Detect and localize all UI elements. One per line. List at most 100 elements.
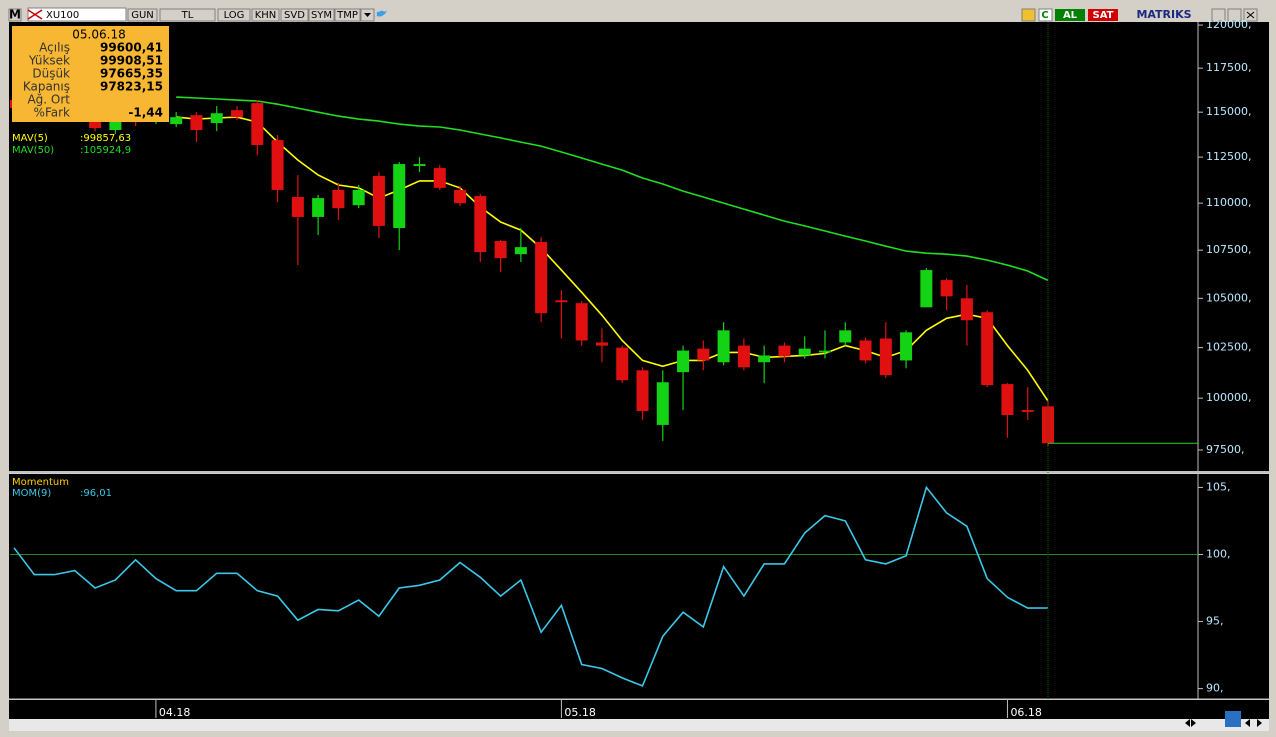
x-tick-label: 06.18: [1010, 706, 1041, 719]
y-tick-label: 110000,: [1206, 196, 1252, 209]
toolbar-button[interactable]: [251, 8, 280, 22]
buy-button[interactable]: [1055, 9, 1085, 21]
candle-body: [575, 303, 588, 341]
y-tick-label: 105000,: [1206, 291, 1252, 304]
y-tick-label: 97500,: [1206, 443, 1245, 456]
candle-body: [900, 332, 913, 361]
legend-name: MOM(9): [12, 488, 51, 499]
candle-body: [879, 338, 892, 376]
legend-value: :105924,9: [80, 145, 131, 156]
toolbar-button-label: TMP: [336, 10, 358, 21]
info-label: Düşük: [32, 67, 70, 81]
legend-name: MAV(5): [12, 133, 48, 144]
refresh-icon[interactable]: [1225, 711, 1241, 727]
candle-body: [454, 189, 467, 204]
twitter-icon[interactable]: [375, 10, 387, 17]
candle-body: [352, 189, 365, 206]
candle-body: [393, 164, 406, 229]
toolbar-button-label: LOG: [224, 10, 245, 21]
info-label: Yüksek: [28, 54, 70, 68]
candle-body: [210, 113, 223, 124]
y-tick-label: 105,: [1206, 480, 1231, 493]
candle-body: [474, 196, 487, 253]
info-label: Ağ. Ort: [27, 93, 70, 107]
candle-body: [981, 312, 994, 386]
legend-name: MAV(50): [12, 145, 54, 156]
candle-body: [798, 348, 811, 356]
toolbar-button-label: SYM: [311, 10, 332, 21]
candle-body: [312, 198, 325, 217]
legend-value: :99857,63: [80, 133, 131, 144]
candle-body: [291, 196, 304, 217]
svg-text:C: C: [1041, 10, 1048, 21]
symbol-box[interactable]: [27, 7, 127, 22]
candle-body: [555, 300, 568, 303]
toolbar-button-label: GUN: [131, 10, 154, 21]
toolbar-button-label: KHN: [255, 10, 277, 21]
y-tick-label: 100,: [1206, 547, 1231, 560]
restore[interactable]: [1227, 8, 1242, 22]
y-tick-label: 117500,: [1206, 61, 1252, 74]
candle-body: [413, 164, 426, 167]
y-tick-label: 112500,: [1206, 150, 1252, 163]
candle-body: [1021, 410, 1034, 412]
candle-body: [920, 270, 933, 308]
x-tick-label: 04.18: [159, 706, 191, 719]
y-tick-label: 102500,: [1206, 341, 1252, 354]
info-label: Kapanış: [23, 80, 70, 94]
candle-body: [332, 189, 345, 209]
y-tick-label: 90,: [1206, 682, 1224, 695]
brand: MATRIKS: [1136, 8, 1191, 21]
candle-body: [251, 103, 264, 145]
y-tick-label: 120000,: [1206, 18, 1252, 31]
toolbar-button[interactable]: [334, 8, 361, 22]
panel-title: Momentum: [12, 477, 69, 488]
y-tick-label: 95,: [1206, 615, 1224, 628]
candle-body: [1001, 384, 1014, 416]
info-value: 99908,51: [100, 54, 163, 68]
candle-body: [737, 345, 750, 368]
candle-body: [859, 340, 872, 361]
scrollbar[interactable]: [9, 719, 1269, 731]
buy-label: AL: [1063, 10, 1078, 21]
toolbar-button[interactable]: [280, 8, 309, 22]
candle-body: [514, 247, 527, 255]
candle-body: [758, 355, 771, 363]
icon[interactable]: [1021, 8, 1036, 22]
info-value: 97665,35: [100, 67, 163, 81]
candle-body: [818, 350, 831, 353]
x-tick-label: 05.18: [564, 706, 596, 719]
info-box: [12, 26, 169, 122]
line: [13, 485, 1049, 687]
candle-body: [170, 117, 183, 125]
line: [176, 96, 1049, 282]
candle-body: [271, 140, 284, 190]
candle-body: [677, 350, 690, 373]
info-date: 05.06.18: [72, 28, 125, 42]
candle-body: [636, 370, 649, 412]
sell-button[interactable]: [1088, 9, 1118, 21]
candle-body: [940, 280, 953, 297]
icon[interactable]: [1038, 8, 1053, 22]
candle-body: [717, 330, 730, 363]
info-label: %Fark: [34, 106, 70, 120]
candle-body: [109, 120, 122, 131]
candle-body: [535, 241, 548, 314]
candle-body: [231, 110, 244, 118]
sell-label: SAT: [1093, 10, 1114, 21]
toolbar-button[interactable]: [217, 8, 251, 22]
info-label: Açılış: [39, 41, 70, 55]
candle-body: [190, 115, 203, 131]
info-value: -1,44: [128, 106, 163, 120]
x-axis-bar: [9, 700, 1269, 719]
candle-body: [839, 330, 852, 343]
toolbar-button[interactable]: [308, 8, 335, 22]
toolbar-button[interactable]: [159, 8, 216, 22]
y-tick-label: 107500,: [1206, 243, 1252, 256]
info-value: 97823,15: [100, 80, 163, 94]
symbol: XU100: [46, 10, 79, 21]
toolbar-button[interactable]: [127, 8, 158, 22]
minimize[interactable]: [1211, 8, 1226, 22]
candle-body: [595, 342, 608, 346]
